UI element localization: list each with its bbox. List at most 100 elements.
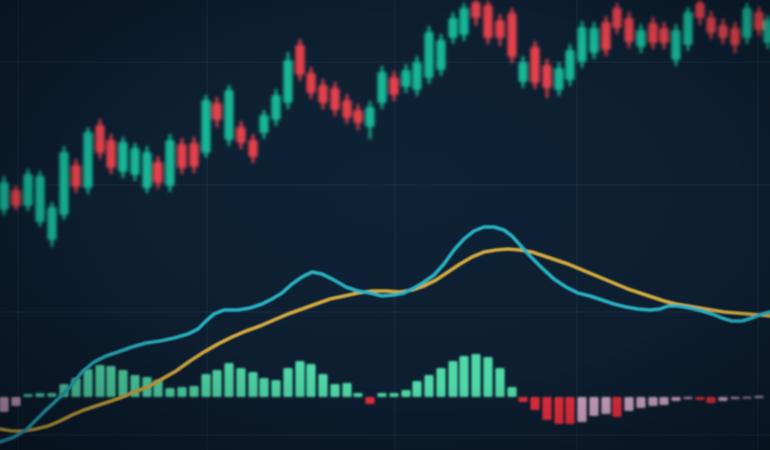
candle-body xyxy=(365,107,375,127)
candle-body xyxy=(389,77,399,95)
candle-body xyxy=(11,190,21,206)
candle-body xyxy=(142,152,152,188)
histogram-bar xyxy=(495,368,505,397)
candle-body xyxy=(471,2,481,18)
histogram-bar xyxy=(248,372,258,397)
candle-body xyxy=(95,125,105,153)
histogram-bar xyxy=(365,397,375,404)
candle-body xyxy=(763,20,770,43)
candle-body xyxy=(165,140,175,186)
candle-body xyxy=(695,3,705,18)
histogram-bar xyxy=(11,397,21,406)
candle-body xyxy=(130,148,140,175)
candle-body xyxy=(224,90,234,140)
histogram-bar xyxy=(306,364,316,397)
candle-body xyxy=(730,28,740,45)
histogram-bar xyxy=(589,397,599,416)
histogram-bar xyxy=(224,363,234,397)
candle-body xyxy=(507,13,517,57)
candle-body xyxy=(23,174,33,206)
histogram-bar xyxy=(671,397,681,401)
candle-body xyxy=(612,8,622,28)
histogram-bar xyxy=(95,365,105,397)
candle-body xyxy=(436,40,446,70)
histogram-bar xyxy=(212,370,222,397)
candle-body xyxy=(577,27,587,62)
candle-body xyxy=(106,140,116,168)
histogram-bar xyxy=(23,394,33,397)
histogram-bar xyxy=(577,397,587,422)
histogram-bar xyxy=(530,397,540,410)
histogram-bar xyxy=(612,397,622,417)
candle-body xyxy=(353,110,363,123)
candle-body xyxy=(624,18,634,42)
histogram-bar xyxy=(0,397,9,412)
candle-body xyxy=(554,68,564,90)
candle-body xyxy=(565,50,575,80)
candle-body xyxy=(0,182,9,210)
histogram-bar xyxy=(706,397,716,403)
candle-body xyxy=(330,88,340,110)
histogram-bar xyxy=(471,354,481,397)
histogram-bar xyxy=(35,393,45,397)
candle-body xyxy=(412,62,422,90)
histogram-bar xyxy=(83,369,93,397)
histogram-bar xyxy=(554,397,564,424)
histogram-bar xyxy=(330,384,340,397)
candle-body xyxy=(377,72,387,103)
candle-body xyxy=(659,28,669,43)
candle-body xyxy=(59,152,69,215)
histogram-bar xyxy=(518,397,528,402)
histogram-bar xyxy=(106,366,116,397)
candle-body xyxy=(306,73,316,93)
histogram-bar xyxy=(47,393,57,397)
candle-body xyxy=(318,85,328,103)
candlestick-series xyxy=(0,0,770,247)
macd-line xyxy=(0,225,770,444)
histogram-bar xyxy=(507,387,517,397)
candle-body xyxy=(518,62,528,82)
histogram-bar xyxy=(295,361,305,397)
histogram-bar xyxy=(742,397,752,399)
histogram-bar xyxy=(459,356,469,397)
histogram-bar xyxy=(318,374,328,397)
histogram-bar xyxy=(259,378,269,397)
histogram-bar xyxy=(448,361,458,397)
histogram-bar xyxy=(189,386,199,397)
candle-body xyxy=(636,30,646,47)
candle-body xyxy=(648,23,658,43)
histogram-bar xyxy=(436,368,446,397)
indicator-lines xyxy=(0,225,770,444)
histogram-bar xyxy=(424,375,434,397)
candle-body xyxy=(424,32,434,78)
histogram-bar xyxy=(483,357,493,397)
candle-body xyxy=(448,18,458,38)
histogram-bar xyxy=(342,383,352,397)
histogram-bar xyxy=(718,397,728,401)
candle-body xyxy=(71,165,81,187)
candle-body xyxy=(754,12,764,30)
candle-body xyxy=(83,132,93,188)
candle-body xyxy=(35,176,45,222)
candle-body xyxy=(295,45,305,75)
candle-body xyxy=(718,25,728,38)
histogram-bar xyxy=(165,388,175,397)
histogram-bar xyxy=(271,380,281,397)
candle-body xyxy=(283,60,293,103)
candle-body xyxy=(530,47,540,83)
histogram-bar xyxy=(565,397,575,424)
histogram-bar xyxy=(624,397,634,411)
candle-body xyxy=(601,22,611,50)
candle-body xyxy=(589,28,599,53)
candle-body xyxy=(401,70,411,87)
candle-body xyxy=(177,144,187,168)
histogram-bar xyxy=(648,397,658,406)
histogram-bar xyxy=(353,393,363,397)
histogram-bar xyxy=(659,397,669,405)
histogram-bar xyxy=(236,368,246,397)
candle-body xyxy=(271,95,281,120)
candle-body xyxy=(706,17,716,33)
candle-body xyxy=(671,30,681,60)
candle-body xyxy=(483,5,493,38)
